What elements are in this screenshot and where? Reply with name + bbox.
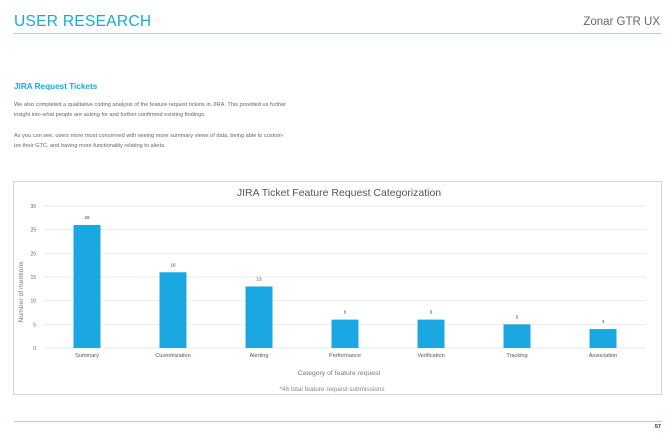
- x-axis-ticks: Summary Customization Alerting Performance V…: [75, 353, 617, 359]
- data-label: 13: [256, 276, 262, 281]
- intro-line-2: insight into what people are asking for …: [14, 112, 206, 119]
- header-divider: [14, 33, 662, 34]
- y-tick-label: 30: [30, 204, 36, 210]
- intro-paragraph: We also completed a qualitative coding a…: [14, 100, 344, 121]
- intro-line-1: We also completed a qualitative coding a…: [14, 102, 287, 108]
- bar-performance: [331, 319, 359, 348]
- page-number: 57: [654, 424, 661, 430]
- x-tick-label: Alerting: [250, 353, 269, 359]
- findings-paragraph: As you can see, users more most concerne…: [14, 131, 344, 152]
- x-tick-label: Summary: [75, 353, 99, 359]
- findings-line-1: As you can see, users more most concerne…: [14, 133, 284, 139]
- subsection-heading: JIRA Request Tickets: [14, 82, 98, 91]
- bar-summary: [73, 224, 101, 348]
- bar-tracking: [503, 324, 531, 348]
- bar-alerting: [245, 286, 273, 348]
- y-axis-label: Number of mentions: [18, 261, 25, 323]
- y-tick-label: 25: [30, 228, 36, 234]
- x-tick-label: Verification: [417, 353, 444, 359]
- y-tick-label: 10: [30, 299, 36, 305]
- x-tick-label: Association: [589, 353, 618, 359]
- findings-line-2: ize their GTC, and having more functiona…: [14, 143, 166, 150]
- data-label: 5: [516, 314, 519, 319]
- chart-footnote: *46 total feature request submissions: [279, 386, 384, 393]
- chart-bars: [73, 224, 617, 348]
- data-label: 16: [170, 262, 176, 267]
- y-tick-label: 5: [33, 322, 36, 328]
- y-tick-label: 20: [30, 251, 36, 257]
- bar-verification: [417, 319, 445, 348]
- chart-title: JIRA Ticket Feature Request Categorizati…: [237, 187, 441, 199]
- x-tick-label: Performance: [329, 353, 361, 359]
- y-tick-label: 15: [30, 275, 36, 281]
- data-label: 4: [602, 319, 605, 324]
- x-tick-label: Tracking: [506, 353, 527, 359]
- bar-chart: JIRA Ticket Feature Request Categorizati…: [18, 187, 646, 393]
- chart-data-labels: 26 16 13 6 6 5 4: [84, 215, 604, 324]
- bar-association: [589, 329, 617, 348]
- data-label: 6: [344, 310, 347, 315]
- data-label: 26: [84, 215, 90, 220]
- y-axis-ticks: 0 5 10 15 20 25 30: [30, 204, 36, 352]
- x-axis-label: Category of feature request: [298, 370, 381, 377]
- footer-divider: [14, 421, 662, 422]
- project-name: Zonar GTR UX: [583, 16, 660, 28]
- page-section-title: USER RESEARCH: [14, 13, 152, 30]
- y-tick-label: 0: [33, 346, 36, 352]
- chart-frame: JIRA Ticket Feature Request Categorizati…: [13, 181, 662, 395]
- bar-customization: [159, 272, 187, 348]
- x-tick-label: Customization: [155, 353, 190, 359]
- data-label: 6: [430, 310, 433, 315]
- chart-gridlines: [44, 205, 646, 349]
